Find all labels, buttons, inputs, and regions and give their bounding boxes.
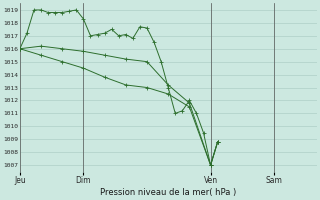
X-axis label: Pression niveau de la mer( hPa ): Pression niveau de la mer( hPa ) [100, 188, 236, 197]
